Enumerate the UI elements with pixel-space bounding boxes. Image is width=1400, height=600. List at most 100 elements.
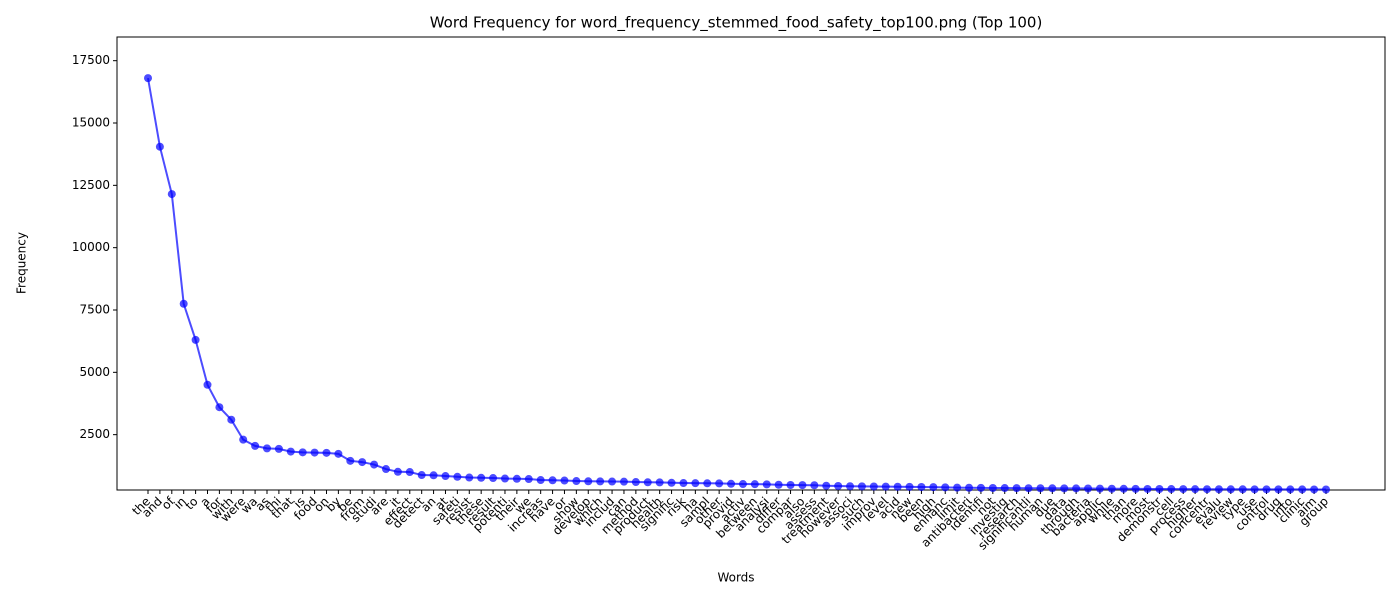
marker (1167, 485, 1176, 494)
marker (429, 471, 438, 480)
marker (1179, 485, 1188, 494)
marker (441, 472, 450, 481)
marker (144, 74, 152, 83)
marker (965, 483, 974, 492)
marker (703, 479, 712, 488)
marker (417, 471, 426, 480)
marker (727, 479, 736, 488)
marker (179, 299, 188, 308)
marker (286, 447, 295, 456)
marker (1000, 484, 1009, 493)
marker (1143, 484, 1152, 493)
marker (1250, 485, 1259, 494)
marker (500, 474, 509, 483)
marker (536, 476, 545, 485)
marker (679, 479, 688, 488)
marker (881, 482, 890, 491)
marker (251, 441, 260, 450)
marker (1107, 484, 1116, 493)
marker (905, 482, 914, 491)
marker (953, 483, 962, 492)
y-tick-label: 17500 (72, 53, 110, 67)
marker (1203, 485, 1212, 494)
marker (738, 480, 747, 489)
marker (976, 483, 985, 492)
marker (1072, 484, 1081, 493)
marker (274, 444, 283, 453)
marker (929, 483, 938, 492)
marker (334, 449, 343, 458)
marker (608, 477, 617, 486)
x-axis-label: Words (717, 571, 754, 585)
marker (1322, 485, 1330, 494)
marker (1214, 485, 1223, 494)
y-tick-label: 15000 (72, 116, 110, 130)
marker (239, 435, 248, 444)
marker (489, 474, 498, 483)
marker (393, 467, 402, 476)
y-tick-label: 2500 (79, 427, 110, 441)
plot-frame (116, 36, 1386, 491)
marker (857, 482, 866, 491)
chart-title: Word Frequency for word_frequency_stemme… (430, 14, 1043, 33)
marker (596, 477, 605, 486)
marker (1262, 485, 1271, 494)
y-tick-label: 12500 (72, 178, 110, 192)
marker (774, 480, 783, 489)
y-tick-label: 5000 (79, 365, 110, 379)
marker (512, 474, 521, 483)
marker (786, 481, 795, 490)
marker (1048, 484, 1057, 493)
marker (310, 448, 319, 457)
marker (1191, 485, 1200, 494)
marker (1131, 484, 1140, 493)
marker (1286, 485, 1295, 494)
marker (548, 476, 557, 485)
marker (834, 482, 843, 491)
marker (453, 472, 462, 481)
marker (1060, 484, 1069, 493)
y-tick-label: 7500 (79, 302, 110, 316)
marker (1238, 485, 1247, 494)
marker (691, 479, 700, 488)
marker (155, 142, 164, 151)
marker (215, 403, 224, 412)
marker (762, 480, 771, 489)
marker (358, 458, 367, 467)
marker (667, 478, 676, 487)
marker (1310, 485, 1319, 494)
marker (346, 456, 355, 465)
marker (560, 476, 569, 485)
marker (381, 465, 390, 474)
marker (477, 473, 486, 482)
marker (917, 483, 926, 492)
marker (298, 448, 307, 457)
marker (262, 444, 271, 453)
marker (524, 475, 533, 484)
marker (572, 477, 581, 486)
marker (631, 478, 640, 487)
marker (167, 190, 176, 199)
marker (1274, 485, 1283, 494)
marker (798, 481, 807, 490)
marker (941, 483, 950, 492)
marker (655, 478, 664, 487)
marker (810, 481, 819, 490)
marker (465, 473, 474, 482)
marker (1226, 485, 1235, 494)
y-tick-label: 10000 (72, 240, 110, 254)
marker (846, 482, 855, 491)
marker (322, 448, 331, 457)
marker (1119, 484, 1128, 493)
x-tick-label: to (182, 494, 200, 512)
marker (619, 477, 628, 486)
marker (1012, 484, 1021, 493)
marker (1095, 484, 1104, 493)
y-axis-label: Frequency (15, 232, 29, 294)
marker (822, 481, 831, 490)
marker (191, 335, 200, 344)
marker (203, 380, 212, 389)
marker (893, 482, 902, 491)
marker (750, 480, 759, 489)
